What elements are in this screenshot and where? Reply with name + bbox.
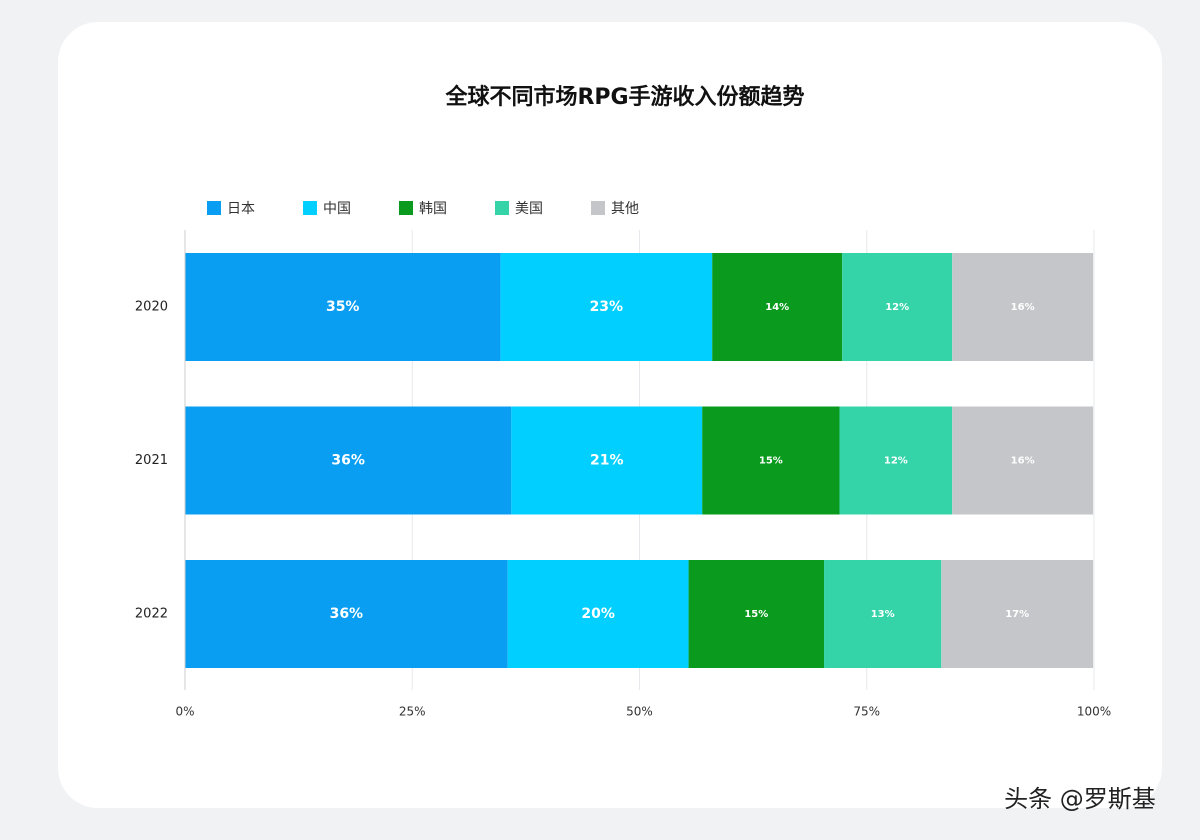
bar-segment (952, 406, 1094, 515)
y-tick-label: 2020 (135, 300, 168, 315)
data-label: 17% (1005, 609, 1029, 620)
legend-swatch (207, 201, 221, 215)
data-label: 15% (759, 456, 783, 467)
data-label: 12% (884, 456, 908, 467)
legend-label: 美国 (515, 201, 543, 217)
x-tick-label: 25% (399, 705, 426, 719)
bar-segment (507, 560, 689, 668)
y-tick-label: 2021 (135, 453, 168, 468)
legend-label: 韩国 (419, 201, 447, 217)
x-tick-label: 50% (626, 705, 653, 719)
legend-swatch (303, 201, 317, 215)
bar-segment (185, 253, 501, 361)
bar-segment (712, 253, 843, 361)
bar-segment (185, 406, 512, 515)
bar-segment (941, 560, 1094, 668)
legend-label: 中国 (323, 201, 351, 217)
data-label: 13% (871, 609, 895, 620)
data-label: 36% (331, 453, 365, 469)
bar-segment (511, 406, 703, 515)
bar-segment (688, 560, 825, 668)
y-tick-label: 2022 (135, 607, 168, 622)
legend-swatch (495, 201, 509, 215)
chart-title: 全球不同市场RPG手游收入份额趋势 (444, 84, 804, 110)
data-label: 12% (885, 302, 909, 313)
data-label: 21% (590, 453, 624, 469)
data-label: 23% (590, 299, 624, 315)
x-tick-label: 0% (175, 705, 194, 719)
watermark: 头条 @罗斯基 (1004, 785, 1156, 813)
bar-segment (952, 253, 1094, 361)
data-label: 20% (581, 606, 615, 622)
legend-swatch (399, 201, 413, 215)
legend-label: 其他 (611, 201, 639, 217)
legend-label: 日本 (227, 201, 255, 217)
data-label: 35% (326, 299, 360, 315)
bar-segment (824, 560, 942, 668)
bar-segment (839, 406, 953, 515)
data-label: 15% (744, 609, 768, 620)
x-tick-label: 75% (853, 705, 880, 719)
bar-segment (842, 253, 953, 361)
bar-segment (500, 253, 713, 361)
data-label: 16% (1011, 456, 1035, 467)
data-label: 16% (1011, 302, 1035, 313)
data-label: 14% (765, 302, 789, 313)
legend-swatch (591, 201, 605, 215)
data-label: 36% (330, 606, 364, 622)
bar-segment (185, 560, 508, 668)
bar-segment (702, 406, 840, 515)
x-tick-label: 100% (1077, 705, 1111, 719)
